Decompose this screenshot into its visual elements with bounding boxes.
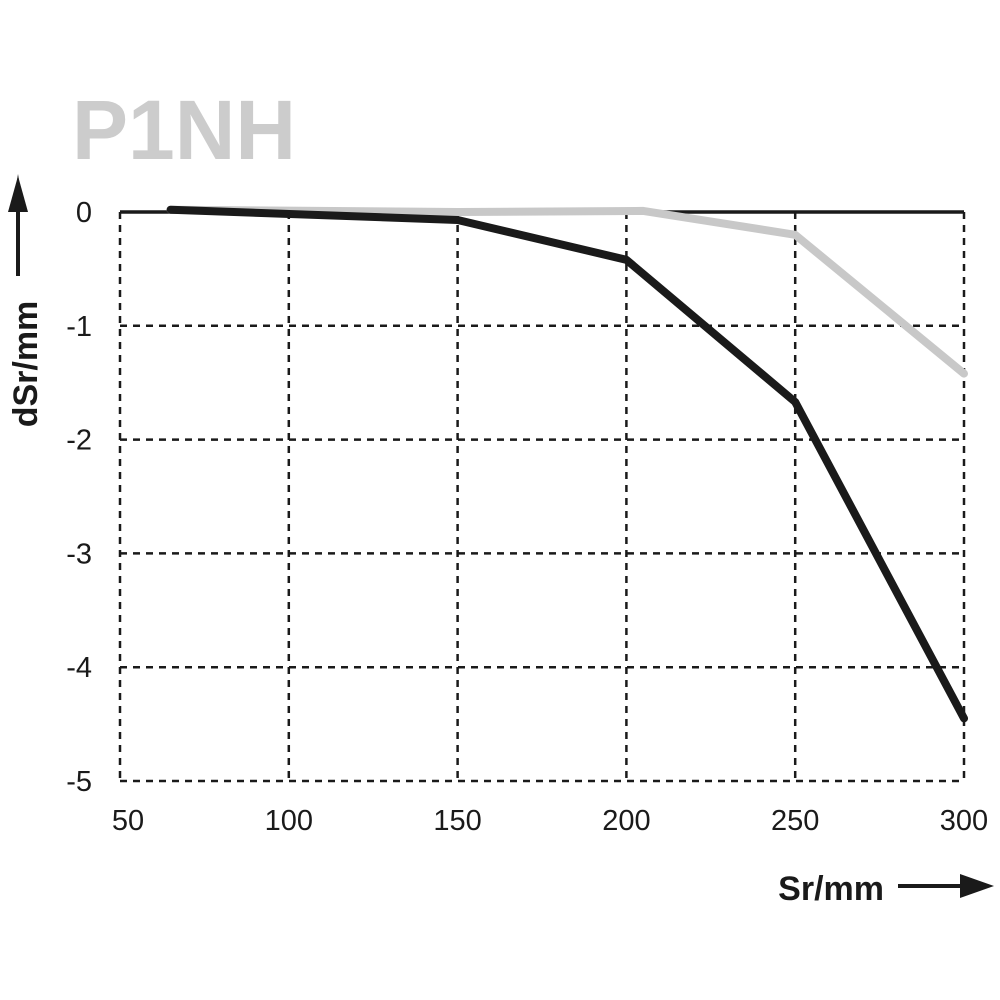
x-tick-label: 150: [433, 805, 481, 837]
y-tick-label: 0: [76, 197, 92, 229]
x-tick-label: 250: [771, 805, 819, 837]
series-layer: [166, 205, 968, 723]
series-line-1: [166, 205, 968, 378]
y-axis-arrow-icon: [8, 174, 28, 276]
y-tick-label: -1: [66, 311, 92, 343]
x-axis-label: Sr/mm: [778, 870, 884, 908]
y-axis-label: dSr/mm: [7, 301, 45, 428]
grid: [118, 210, 966, 783]
x-axis-arrow-icon: [898, 874, 994, 898]
x-tick-label: 200: [602, 805, 650, 837]
x-tick-labels: 50 100 150 200 250 300: [112, 805, 988, 837]
x-tick-label: 300: [940, 805, 988, 837]
y-tick-label: -3: [66, 538, 92, 570]
x-tick-label: 100: [265, 805, 313, 837]
y-tick-label: -2: [66, 425, 92, 457]
chart-title: P1NH: [72, 83, 296, 177]
series-line-2: [166, 205, 968, 723]
y-tick-label: -5: [66, 766, 92, 798]
x-tick-label: 50: [112, 805, 144, 837]
y-tick-labels: 0 -1 -2 -3 -4 -5: [66, 197, 92, 798]
y-tick-label: -4: [66, 652, 92, 684]
